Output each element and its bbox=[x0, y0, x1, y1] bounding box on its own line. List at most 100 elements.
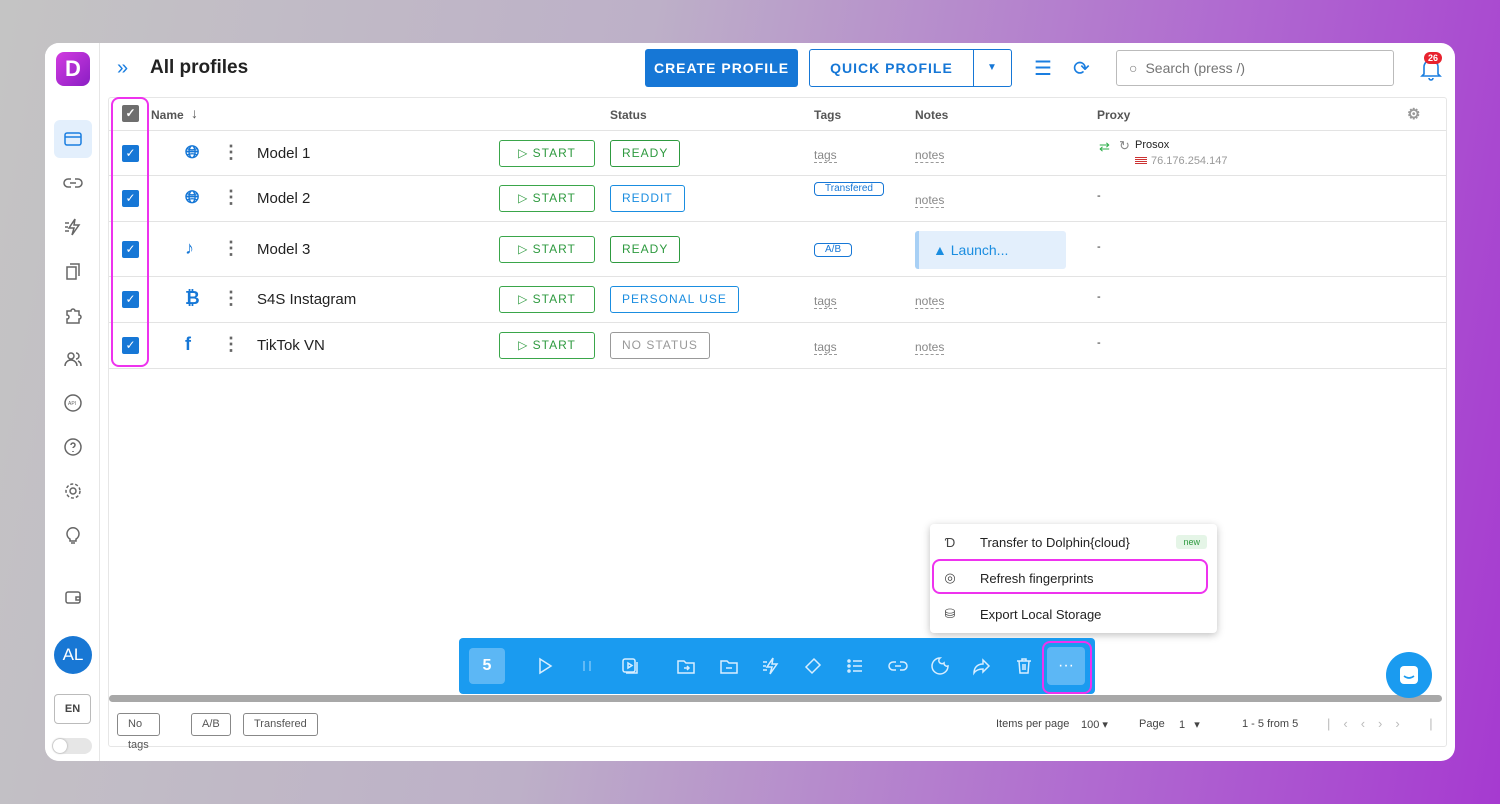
row-menu-icon[interactable]: ⋮ bbox=[222, 141, 240, 162]
items-per-page-select[interactable]: 100 ▾ bbox=[1081, 719, 1108, 731]
proxy-swap-icon[interactable]: ⇄ bbox=[1099, 139, 1110, 154]
app-window: D API AL EN » All profiles CREATE PROFIL… bbox=[45, 43, 1455, 761]
row-checkbox[interactable]: ✓ bbox=[122, 337, 139, 354]
sidebar-item-help[interactable] bbox=[54, 428, 92, 466]
remove-from-folder-icon[interactable] bbox=[711, 648, 747, 684]
table-row[interactable]: ✓ f ⋮ TikTok VN ▷ START NO STATUS tags notes - bbox=[109, 323, 1446, 369]
sidebar-item-wallet[interactable] bbox=[54, 578, 92, 616]
table-row[interactable]: ✓ ♪ ⋮ Model 3 ▷ START READY A/B ▲ Launch... - bbox=[109, 222, 1446, 277]
chat-support-button[interactable] bbox=[1386, 652, 1432, 698]
tag-icon[interactable] bbox=[795, 648, 831, 684]
quick-profile-button[interactable]: QUICK PROFILE ▼ bbox=[809, 49, 1012, 87]
proxy-link-icon[interactable] bbox=[880, 648, 916, 684]
sort-arrow-icon[interactable]: ↓ bbox=[191, 105, 198, 121]
status-badge[interactable]: READY bbox=[610, 235, 681, 263]
cookie-icon[interactable] bbox=[922, 648, 958, 684]
pause-icon[interactable] bbox=[569, 648, 605, 684]
move-to-folder-icon[interactable] bbox=[668, 648, 704, 684]
row-checkbox[interactable]: ✓ bbox=[122, 144, 139, 162]
theme-toggle[interactable] bbox=[52, 738, 92, 754]
status-badge[interactable]: PERSONAL USE bbox=[610, 286, 739, 313]
select-all-checkbox[interactable]: ✓ bbox=[122, 105, 139, 122]
page-value: 1 bbox=[1179, 719, 1186, 731]
status-badge[interactable]: READY bbox=[610, 139, 681, 167]
row-checkbox[interactable]: ✓ bbox=[122, 240, 139, 258]
profile-name[interactable]: Model 2 bbox=[257, 190, 311, 207]
more-actions-button[interactable]: ··· bbox=[1047, 647, 1085, 685]
play-icon[interactable] bbox=[527, 648, 563, 684]
start-button[interactable]: ▷ START bbox=[499, 286, 595, 313]
column-settings-gear-icon[interactable]: ⚙ bbox=[1407, 106, 1421, 123]
status-badge[interactable]: NO STATUS bbox=[610, 332, 710, 359]
search-input[interactable] bbox=[1145, 60, 1366, 76]
new-badge: new bbox=[1176, 535, 1207, 549]
notes-placeholder[interactable]: notes bbox=[915, 193, 945, 208]
start-button[interactable]: ▷ START bbox=[499, 139, 595, 167]
table-row[interactable]: ✓ 🌐︎ ⋮ Model 2 ▷ START REDDIT Transfered notes - bbox=[109, 176, 1446, 222]
sidebar-item-ideas[interactable] bbox=[54, 516, 92, 554]
chevron-down-icon[interactable]: ▼ bbox=[987, 62, 998, 73]
expand-sidebar-icon[interactable]: » bbox=[117, 57, 129, 79]
filter-tag-transfered[interactable]: Transfered bbox=[243, 713, 318, 736]
pagination-nav-icons[interactable]: |‹‹›› | bbox=[1327, 716, 1446, 731]
sidebar-item-bookmarks[interactable] bbox=[54, 252, 92, 290]
notes-placeholder[interactable]: notes bbox=[915, 147, 945, 163]
menu-item-export-local-storage[interactable]: ⛁ Export Local Storage bbox=[930, 596, 1217, 632]
sidebar-item-extensions[interactable] bbox=[54, 296, 92, 334]
menu-item-refresh-fingerprints[interactable]: ◎ Refresh fingerprints bbox=[930, 560, 1217, 596]
trash-icon[interactable] bbox=[1006, 648, 1042, 684]
filter-tag-no-tags[interactable]: No tags bbox=[117, 713, 160, 751]
start-button[interactable]: ▷ START bbox=[499, 332, 595, 359]
filter-icon[interactable]: ☰ bbox=[1034, 58, 1052, 80]
create-profile-button[interactable]: CREATE PROFILE bbox=[645, 49, 798, 87]
table-row[interactable]: ✓ ₿ ⋮ S4S Instagram ▷ START PERSONAL USE tags n… bbox=[109, 277, 1446, 323]
start-label: START bbox=[532, 191, 576, 205]
row-menu-icon[interactable]: ⋮ bbox=[222, 288, 240, 308]
row-menu-icon[interactable]: ⋮ bbox=[222, 187, 240, 207]
horizontal-scrollbar[interactable] bbox=[109, 695, 1442, 702]
automation-icon[interactable] bbox=[753, 648, 789, 684]
status-badge[interactable]: REDDIT bbox=[610, 185, 685, 212]
row-menu-icon[interactable]: ⋮ bbox=[222, 237, 240, 258]
page-select[interactable]: 1 ▾ bbox=[1179, 719, 1200, 731]
avatar[interactable]: AL bbox=[54, 636, 92, 674]
sidebar-item-automation[interactable] bbox=[54, 208, 92, 246]
row-checkbox[interactable]: ✓ bbox=[122, 190, 139, 207]
profile-name[interactable]: TikTok VN bbox=[257, 337, 325, 354]
start-button[interactable]: ▷ START bbox=[499, 185, 595, 212]
notes-alert[interactable]: ▲ Launch... bbox=[915, 230, 1066, 269]
share-icon[interactable] bbox=[964, 648, 1000, 684]
profile-name[interactable]: Model 1 bbox=[257, 144, 311, 162]
search-field[interactable]: ○ bbox=[1116, 50, 1394, 86]
fingerprint-icon: ◎ bbox=[944, 570, 956, 585]
app-logo[interactable]: D bbox=[56, 52, 90, 86]
notes-placeholder[interactable]: notes bbox=[915, 340, 945, 355]
launch-copies-icon[interactable] bbox=[612, 648, 648, 684]
sidebar-item-links[interactable] bbox=[54, 164, 92, 202]
sidebar-item-profiles[interactable] bbox=[54, 120, 92, 158]
notes-placeholder[interactable]: notes bbox=[915, 294, 945, 309]
list-icon[interactable] bbox=[837, 648, 873, 684]
start-button[interactable]: ▷ START bbox=[499, 235, 595, 263]
profile-name[interactable]: Model 3 bbox=[257, 240, 311, 258]
table-row[interactable]: ✓ 🌐︎ ⋮ Model 1 ▷ START READY tags notes ⇄ ↻ Prosox… bbox=[109, 131, 1446, 176]
proxy-refresh-icon[interactable]: ↻ bbox=[1119, 138, 1130, 153]
tags-placeholder[interactable]: tags bbox=[814, 340, 837, 355]
profile-name[interactable]: S4S Instagram bbox=[257, 291, 357, 308]
row-menu-icon[interactable]: ⋮ bbox=[222, 334, 240, 354]
sidebar-item-api[interactable]: API bbox=[54, 384, 92, 422]
filter-tag-ab[interactable]: A/B bbox=[191, 713, 231, 736]
notification-badge: 26 bbox=[1424, 52, 1443, 64]
sidebar-item-settings[interactable] bbox=[54, 472, 92, 510]
tag-badge[interactable]: Transfered bbox=[814, 182, 884, 196]
tags-placeholder[interactable]: tags bbox=[814, 147, 837, 163]
menu-item-label: Transfer to Dolphin{cloud} bbox=[980, 534, 1130, 550]
refresh-icon[interactable]: ⟳ bbox=[1073, 58, 1090, 80]
sidebar-item-team[interactable] bbox=[54, 340, 92, 378]
tag-badge[interactable]: A/B bbox=[814, 242, 853, 257]
tags-placeholder[interactable]: tags bbox=[814, 294, 837, 309]
column-name[interactable]: Name bbox=[151, 108, 184, 122]
row-checkbox[interactable]: ✓ bbox=[122, 291, 139, 308]
language-button[interactable]: EN bbox=[54, 694, 91, 724]
menu-item-transfer[interactable]: Ɗ Transfer to Dolphin{cloud} new bbox=[930, 524, 1217, 560]
